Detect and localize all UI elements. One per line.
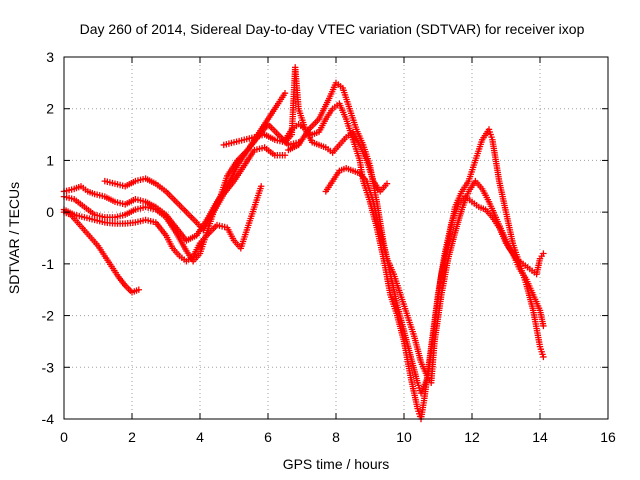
series-track-9: [322, 164, 547, 386]
y-tick-label: -4: [42, 411, 55, 427]
y-tick-label: 1: [46, 152, 54, 168]
x-tick-label: 6: [264, 429, 272, 445]
data-point: [135, 286, 142, 293]
x-tick-label: 16: [600, 429, 616, 445]
data-point: [281, 152, 289, 159]
axis-ticks: [63, 56, 609, 420]
x-tick-label: 4: [196, 429, 204, 445]
x-tick-label: 10: [396, 429, 412, 445]
series-track-2: [60, 183, 265, 265]
y-tick-label: 0: [46, 204, 54, 220]
y-tick-label: -2: [42, 308, 55, 324]
grid-lines: [64, 57, 608, 419]
data-point: [540, 353, 547, 361]
x-tick-label: 12: [464, 429, 480, 445]
chart-title: Day 260 of 2014, Sidereal Day-to-day VTE…: [80, 21, 585, 37]
data-point: [540, 322, 547, 330]
x-tick-label: 14: [532, 429, 548, 445]
x-tick-label: 2: [128, 429, 136, 445]
x-tick-labels: 0 2 4 6 8 10 12 14 16: [60, 429, 616, 445]
data-point: [540, 250, 547, 257]
y-tick-label: 3: [46, 49, 54, 65]
data-marks: [60, 64, 547, 423]
y-tick-label: -3: [42, 359, 55, 375]
data-point: [383, 180, 391, 187]
data-point: [281, 90, 289, 97]
y-tick-label: -1: [42, 256, 55, 272]
x-tick-label: 8: [332, 429, 340, 445]
x-axis-label: GPS time / hours: [283, 456, 390, 472]
series-track-6: [220, 64, 391, 195]
y-axis-label: SDTVAR / TECUs: [6, 182, 22, 294]
data-point: [258, 183, 265, 190]
y-tick-labels: -4 -3 -2 -1 0 1 2 3: [42, 49, 55, 427]
x-tick-label: 0: [60, 429, 68, 445]
y-tick-label: 2: [46, 101, 54, 117]
